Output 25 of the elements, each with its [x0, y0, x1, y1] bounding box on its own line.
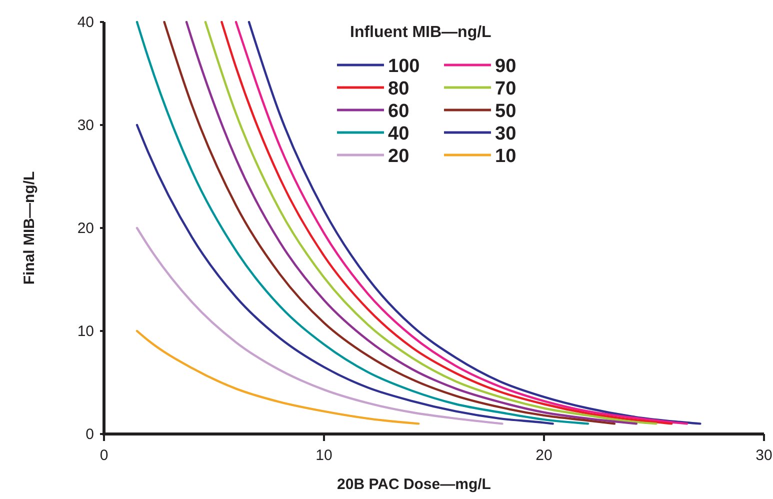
- line-series: [136, 330, 420, 425]
- y-tick-label: 20: [77, 220, 94, 237]
- y-tick-label: 40: [77, 14, 94, 31]
- x-tick-label: 0: [100, 447, 108, 464]
- x-tick-label: 10: [316, 447, 332, 464]
- y-tick-label: 10: [77, 323, 94, 340]
- y-tick-label: 30: [77, 117, 94, 134]
- legend-label: 50: [495, 101, 516, 122]
- x-tick-label: 20: [536, 447, 552, 464]
- line-series: [136, 124, 554, 425]
- line-series: [136, 226, 504, 425]
- x-axis-title: 20B PAC Dose—mg/L: [337, 476, 491, 493]
- legend-title: Influent MIB—ng/L: [350, 24, 492, 41]
- y-tick-label: 0: [86, 426, 94, 443]
- x-tick-label: 30: [756, 447, 772, 464]
- legend-label: 90: [495, 56, 516, 77]
- legend-label: 30: [495, 124, 516, 144]
- legend-label: 80: [388, 78, 410, 100]
- y-axis-title: Final MIB—ng/L: [21, 171, 38, 285]
- legend-label: 60: [388, 101, 410, 122]
- legend-label: 40: [388, 124, 410, 144]
- legend-label: 100: [388, 56, 420, 77]
- legend-label: 10: [495, 146, 516, 167]
- legend-label: 70: [495, 78, 516, 100]
- legend-label: 20: [388, 146, 410, 167]
